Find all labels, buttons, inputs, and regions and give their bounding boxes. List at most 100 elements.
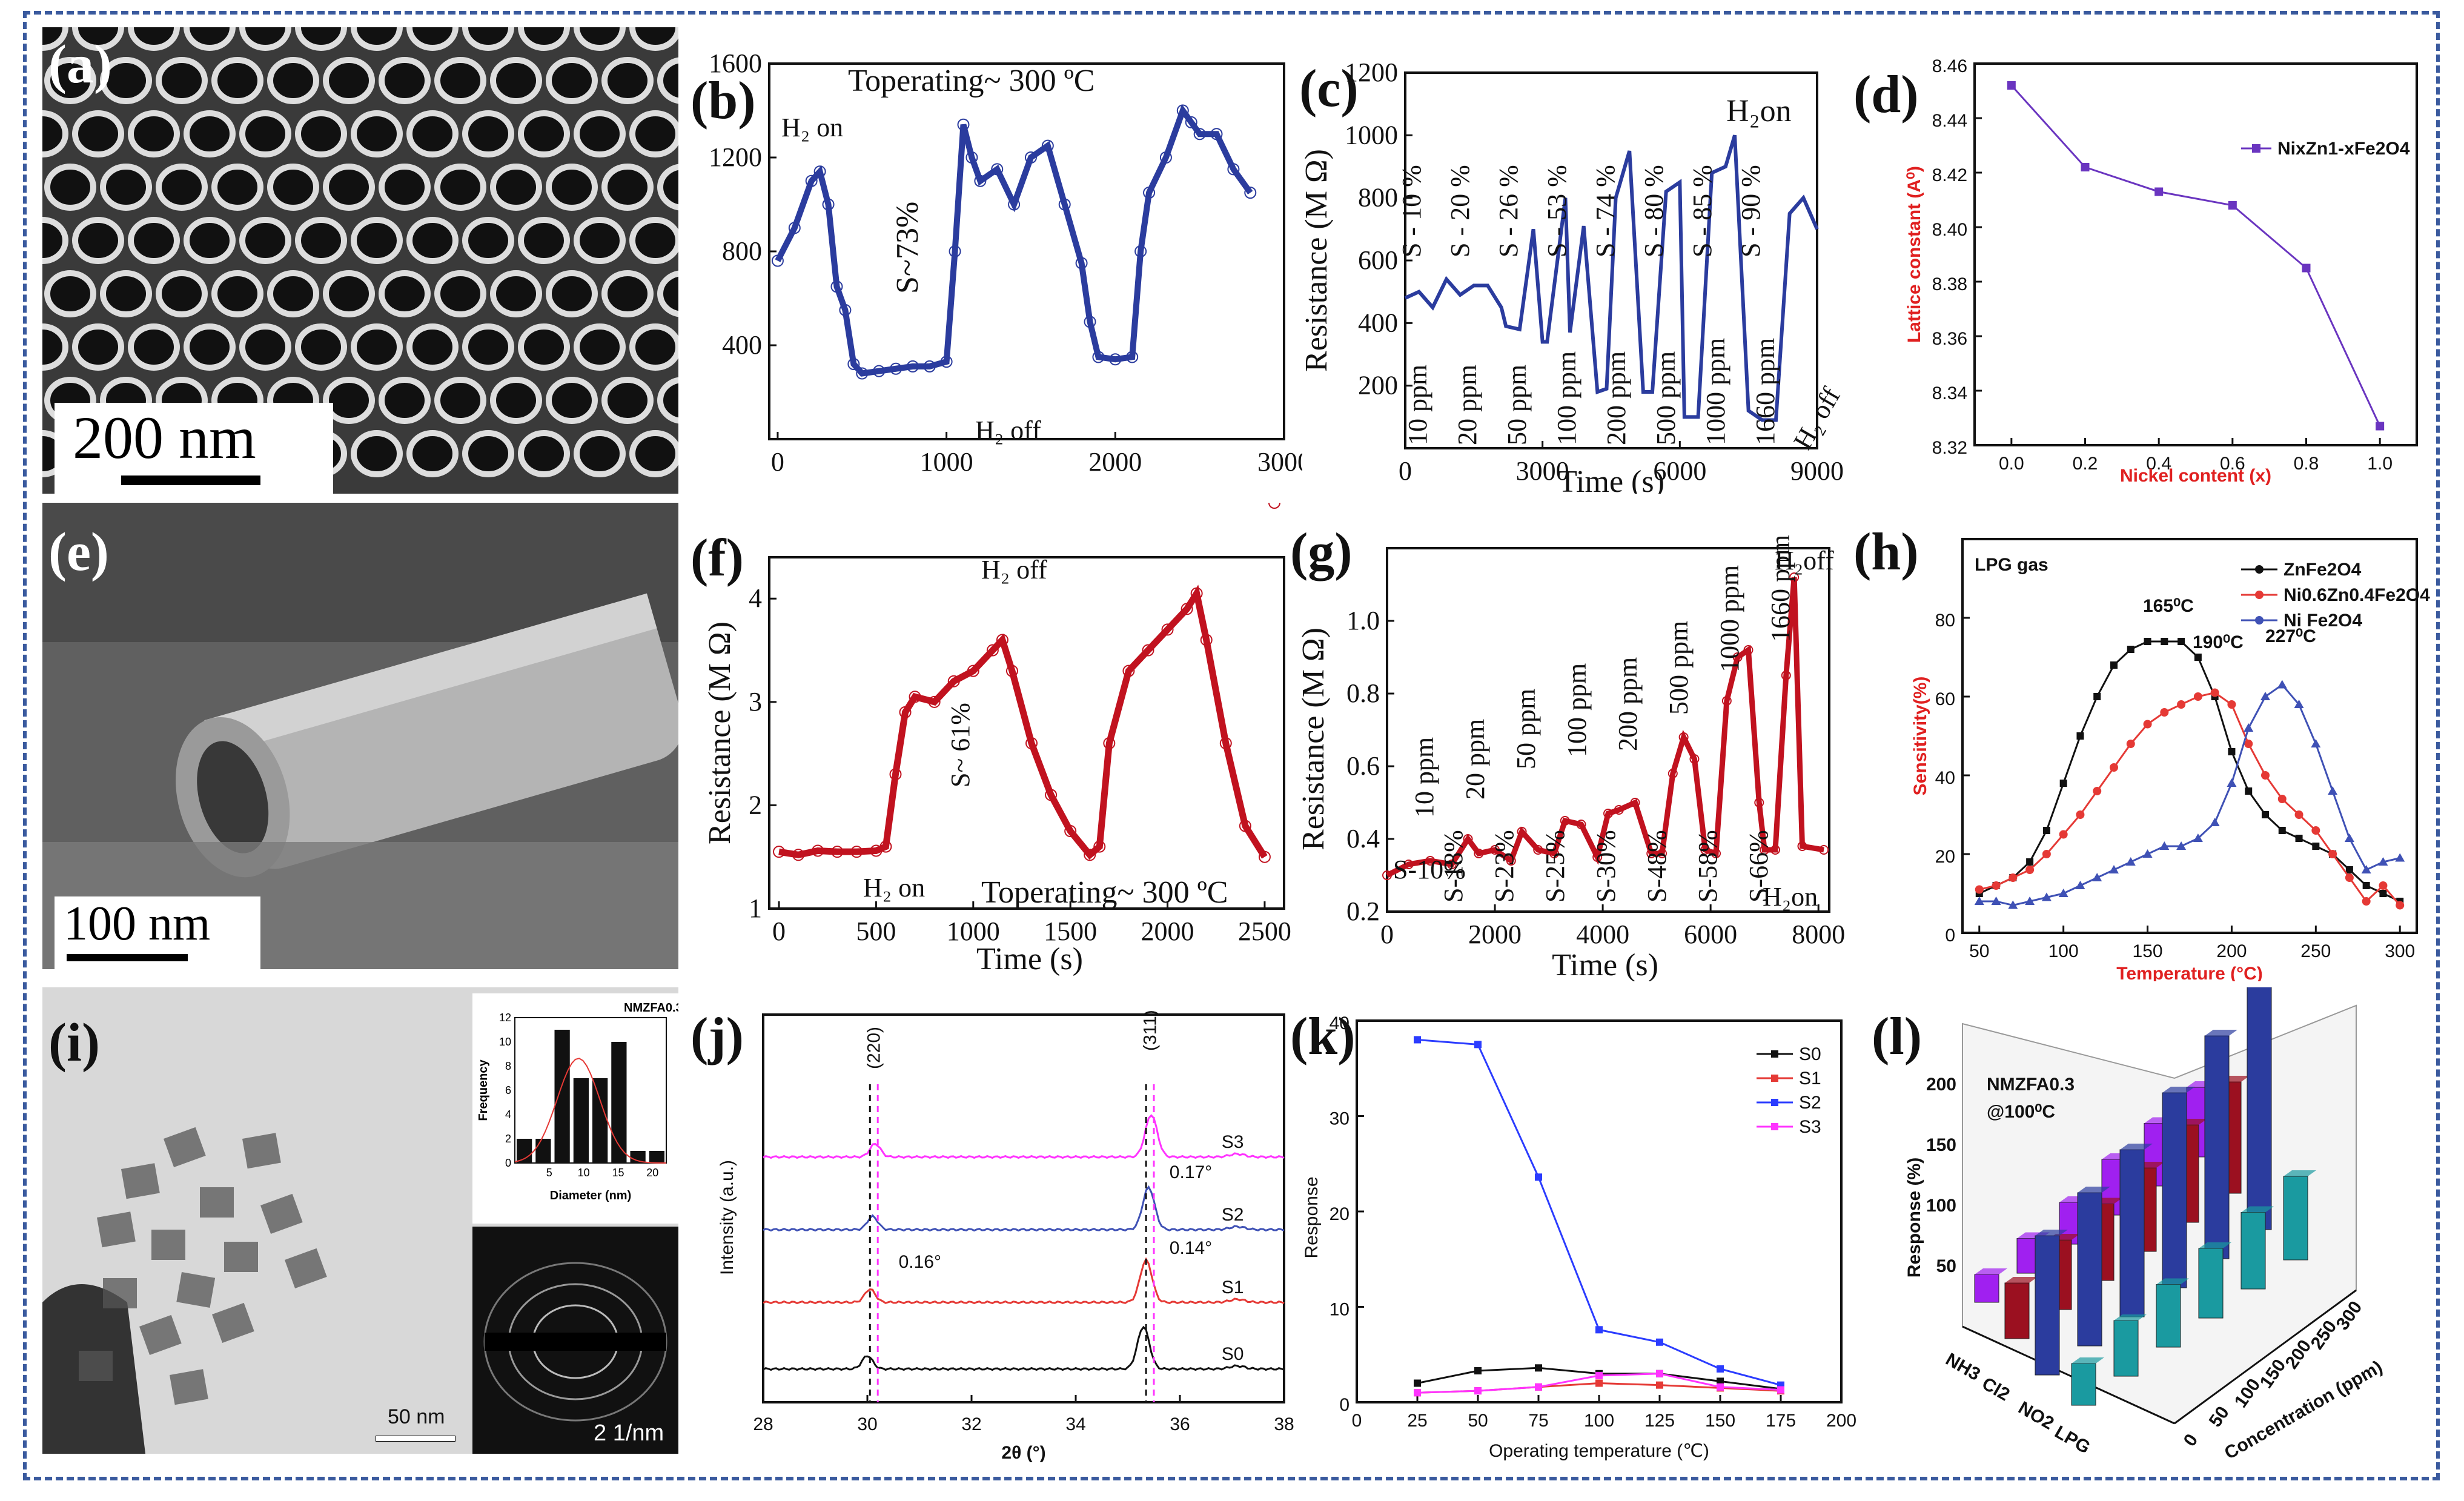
data-point-f <box>947 675 960 688</box>
nanoparticle <box>139 1314 182 1355</box>
gaussian-fit <box>514 1058 667 1164</box>
data-point-b <box>1176 104 1189 117</box>
data-point-h <box>2362 882 2370 889</box>
x-tick-label: 200 <box>2216 941 2247 961</box>
y-tick-label: 30 <box>1330 1109 1350 1129</box>
figure-frame <box>23 11 2440 1480</box>
pore <box>490 164 542 211</box>
peak-annotation: 165⁰C <box>2143 596 2194 616</box>
legend-marker <box>2252 144 2260 153</box>
data-point-d <box>2302 263 2311 273</box>
data-point-f <box>1161 623 1174 636</box>
data-point-b <box>890 362 902 375</box>
data-point-h <box>2142 849 2153 858</box>
concentration-label: 200 ppm <box>1601 351 1631 445</box>
y-tick-label: 0.2 <box>1346 896 1380 926</box>
pore <box>100 270 152 317</box>
x-tick-label: 28 <box>753 1414 773 1434</box>
y-tick-label: 3 <box>749 687 762 717</box>
y-tick-label: 60 <box>1935 689 1955 709</box>
data-point-h <box>2042 827 2050 834</box>
data-point-k <box>1474 1041 1482 1049</box>
bar <box>2240 1212 2266 1290</box>
tem-scale-label: 50 nm <box>388 1405 445 1428</box>
bar-top <box>2005 1277 2038 1283</box>
data-point-k <box>1656 1381 1663 1389</box>
bar-top <box>2205 1030 2237 1036</box>
pore <box>601 270 654 317</box>
concentration-label: 20 ppm <box>1460 719 1490 800</box>
bar-top <box>2199 1242 2231 1248</box>
data-point-f <box>1093 840 1106 853</box>
axis-line <box>1962 1325 2175 1425</box>
histogram-bar <box>592 1078 608 1163</box>
legend-marker <box>1771 1099 1778 1106</box>
data-point-f <box>1200 634 1213 646</box>
data-point-f <box>899 706 912 718</box>
y-tick-label: 8.36 <box>1932 329 1967 349</box>
data-point-b <box>805 174 818 187</box>
data-point-h <box>2294 700 2304 708</box>
data-point-f <box>1239 820 1251 832</box>
x-tick-label: 2500 <box>1238 916 1291 946</box>
bar <box>2283 1176 2308 1261</box>
data-point-h <box>2311 739 2321 747</box>
data-point-b <box>1084 316 1096 328</box>
x-tick-label: 25 <box>1407 1411 1427 1431</box>
data-point-h <box>2026 858 2034 866</box>
x-tick-label: 1500 <box>1044 916 1097 946</box>
pore <box>629 323 678 371</box>
pore <box>128 110 180 157</box>
data-point-f <box>792 849 805 861</box>
x-tick-label: 50 <box>1969 941 1989 961</box>
pore <box>601 377 654 424</box>
annotation-sensitivity: S~ 61% <box>946 703 975 787</box>
pore <box>574 110 626 157</box>
y-tick-label: 600 <box>1358 245 1398 275</box>
data-point-b <box>1210 128 1223 141</box>
data-point-g <box>1549 849 1559 858</box>
y-tick-label: 40 <box>1935 768 1955 788</box>
data-point-k <box>1595 1326 1603 1334</box>
data-point-h <box>2311 826 2320 835</box>
pore <box>574 323 626 371</box>
pore <box>100 57 152 104</box>
data-point-b <box>965 151 978 164</box>
data-point-b <box>1109 353 1122 366</box>
legend-entry: S0 <box>1799 1044 1821 1064</box>
series-line-h <box>1979 683 2400 907</box>
pore <box>184 323 236 371</box>
bar <box>1974 1274 1999 1303</box>
sensitivity-step-label: S - 10 % <box>1397 165 1426 257</box>
x-tick-label: 2000 <box>1468 919 1522 949</box>
data-point-h <box>2076 732 2084 740</box>
nanoparticle <box>103 1278 137 1308</box>
data-point-k <box>1535 1383 1542 1391</box>
sem-image-e: 100 nm (e) <box>42 503 678 969</box>
shift-label: 0.14° <box>1170 1238 1212 1258</box>
scale-bar-label: 200 nm <box>73 404 256 471</box>
pore <box>128 323 180 371</box>
concentration-label: 200 ppm <box>1613 657 1643 751</box>
x-tick-label: 200 <box>1826 1411 1856 1431</box>
pore <box>351 27 403 51</box>
x-axis-label: Diameter (nm) <box>550 1189 631 1202</box>
data-point-g <box>1614 805 1624 815</box>
data-point-h <box>2260 692 2270 700</box>
histogram-bar <box>554 1030 570 1163</box>
pore <box>100 164 152 211</box>
y-tick-label: 1200 <box>709 142 762 172</box>
pore <box>184 217 236 264</box>
pore <box>44 57 96 104</box>
data-point-h <box>2277 680 2287 689</box>
pore <box>518 430 570 477</box>
nanoparticle <box>260 1193 303 1234</box>
x-tick-label: 300 <box>2385 941 2415 961</box>
legend-marker <box>1771 1075 1778 1082</box>
x-tick-label: 2000 <box>1141 916 1194 946</box>
series-line-b <box>775 104 1253 377</box>
y-tick-label: 10 <box>499 1036 511 1048</box>
pore <box>351 430 403 477</box>
tem-image-i: (i) 50 nm 2 1/nm 0 2 4 6 8 10 12 5 10 15 20 Diamete… <box>42 987 678 1454</box>
data-point-k <box>1474 1387 1482 1395</box>
